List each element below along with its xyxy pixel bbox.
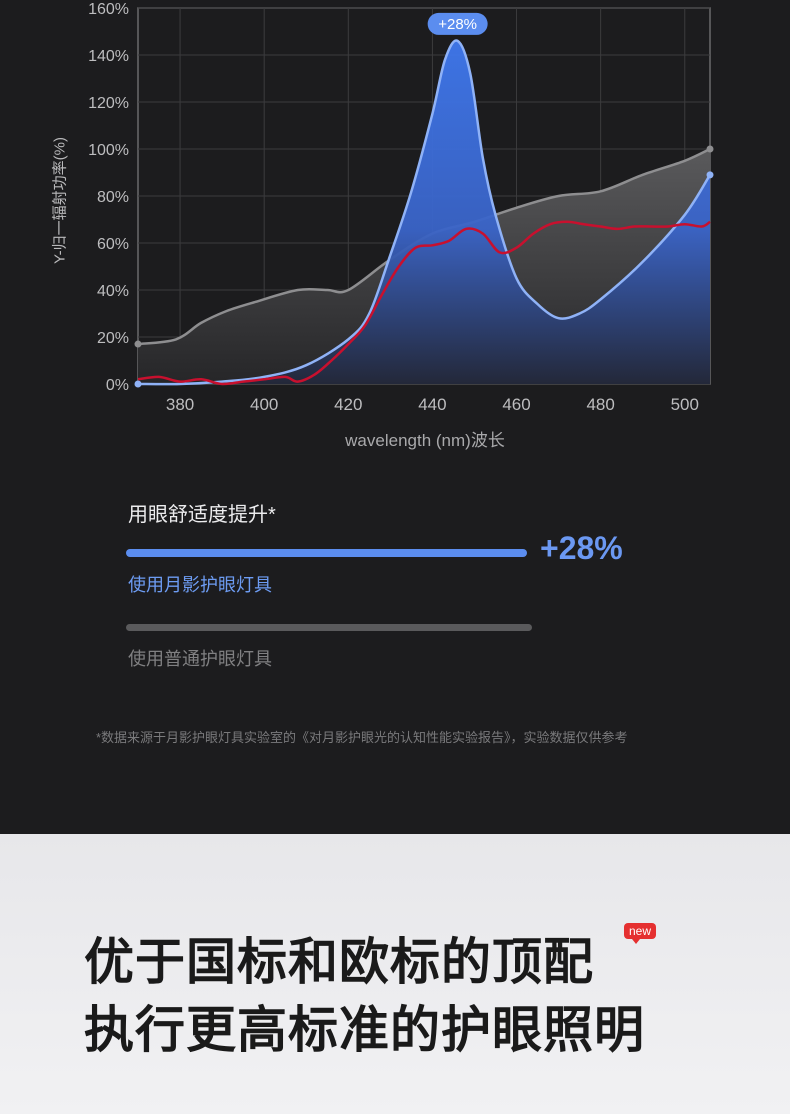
y-tick-label: 100% [88,142,129,159]
blue-series-line [137,39,712,386]
data-source-footnote: *数据来源于月影护眼灯具实验室的《对月影护眼光的认知性能实验报告》，实验数据仅供… [96,730,628,745]
x-axis-label: wavelength (nm)波长 [345,431,505,450]
others-progress-bar [126,624,532,631]
y-tick-label: 0% [106,377,129,394]
y-tick-label: 160% [88,1,129,18]
y-tick-label: 60% [97,236,129,253]
peak-badge-label: +28% [438,16,477,33]
blue-series-point [706,171,714,179]
ours-label: 使用月影护眼灯具 [128,575,272,595]
y-tick-label: 40% [97,283,129,300]
headline-line-1: 优于国标和欧标的顶配 [84,934,594,990]
x-tick-label: 480 [586,395,614,414]
x-tick-label: 500 [671,395,699,414]
y-tick-label: 20% [97,330,129,347]
blue-area-fill [138,40,710,385]
headline-line-2: 执行更高标准的护眼照明 [84,1002,645,1058]
headline-section [0,834,790,1114]
y-tick-label: 80% [97,189,129,206]
blue-series-point [134,380,142,388]
improvement-percent: +28% [540,530,623,566]
ours-progress-bar [126,549,527,557]
gray-series-point [706,145,714,153]
x-tick-label: 460 [502,395,530,414]
x-tick-label: 420 [334,395,362,414]
red-series-line [137,220,711,386]
x-tick-label: 400 [250,395,278,414]
peak-annotation: +28% [427,12,488,35]
y-axis-label: Y-归一辐射功率(%) [51,137,69,264]
gray-series-point [134,340,142,348]
y-tick-label: 120% [88,95,129,112]
peak-badge [427,12,488,35]
spectrum-chart: 0% 20% 40% 60% 80% 100% 120% 140% 160% 380 400 420… [88,1,714,414]
dark-section [0,0,790,834]
others-label: 使用普通护眼灯具 [128,649,272,669]
new-badge: new [624,923,657,944]
x-tick-label: 440 [418,395,446,414]
chart-areas [134,39,714,388]
x-tick-label: 380 [166,395,194,414]
y-tick-label: 140% [88,48,129,65]
x-tick-labels: 380 400 420 440 460 480 500 [166,395,699,414]
comfort-title: 用眼舒适度提升* [128,504,276,526]
y-tick-labels: 0% 20% 40% 60% 80% 100% 120% 140% 160% [88,1,129,394]
